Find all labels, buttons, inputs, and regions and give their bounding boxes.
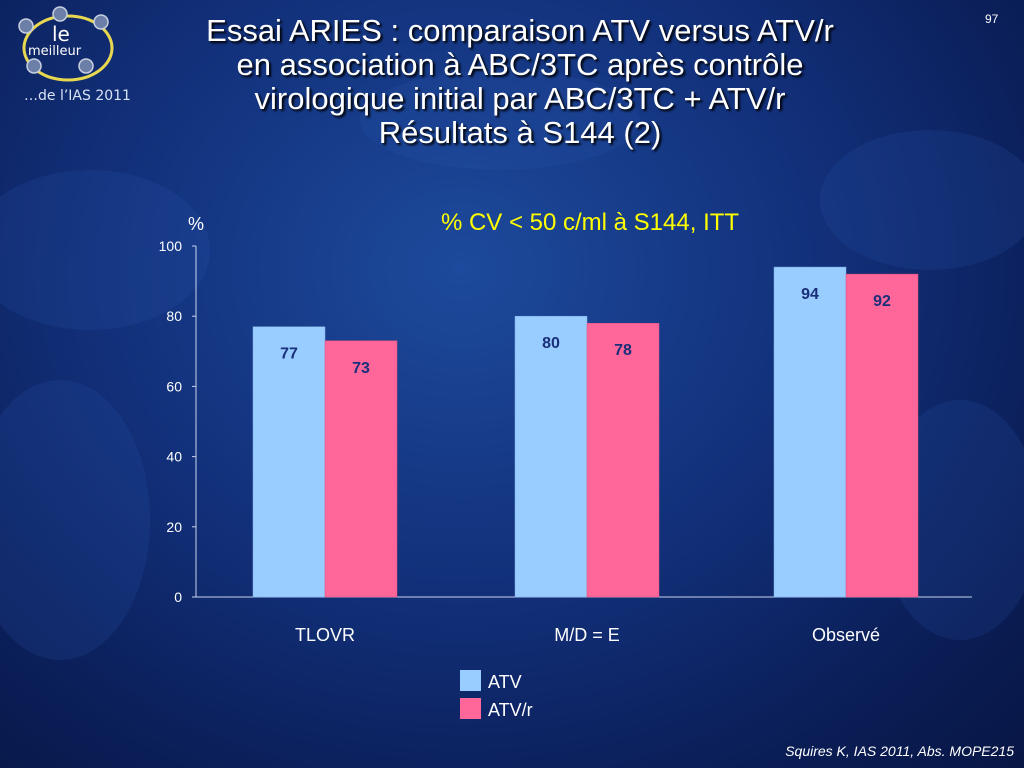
y-axis-label: %: [188, 214, 204, 234]
logo: le meilleur …de l’IAS 2011: [6, 4, 134, 104]
data-label-atvr: 78: [614, 342, 632, 359]
legend-label-atv: ATV: [488, 672, 522, 692]
data-label-atvr: 73: [352, 360, 370, 377]
slide-number: 97: [985, 12, 999, 26]
bar-atvr: [324, 340, 398, 598]
x-category-label: TLOVR: [295, 625, 355, 645]
data-label-atv: 80: [542, 335, 560, 352]
bar-atv: [514, 315, 588, 598]
legend-swatch-atv: [460, 670, 481, 691]
x-category-label: M/D = E: [554, 625, 620, 645]
bar-atv: [773, 266, 847, 598]
y-tick-label: 20: [166, 519, 182, 535]
legend-label-atvr: ATV/r: [488, 700, 533, 720]
chart-title: % CV < 50 c/ml à S144, ITT: [441, 209, 739, 236]
y-tick-label: 80: [166, 308, 182, 324]
title-line-2: en association à ABC/3TC après contrôle: [236, 47, 804, 82]
title-line-1: Essai ARIES : comparaison ATV versus ATV…: [206, 13, 834, 48]
data-label-atv: 94: [801, 286, 819, 303]
bar-atvr: [845, 273, 919, 598]
legend-swatch-atvr: [460, 698, 481, 719]
bar-atvr: [586, 322, 660, 598]
title-line-4: Résultats à S144 (2): [378, 115, 662, 150]
bar-atv: [252, 326, 326, 598]
title-line-3: virologique initial par ABC/3TC + ATV/r: [254, 81, 786, 116]
y-tick-label: 40: [166, 449, 182, 465]
y-tick-label: 100: [159, 238, 183, 254]
y-tick-label: 60: [166, 378, 182, 394]
logo-subtitle: …de l’IAS 2011: [24, 88, 131, 104]
citation: Squires K, IAS 2011, Abs. MOPE215: [785, 743, 1014, 759]
x-category-label: Observé: [812, 625, 880, 645]
data-label-atv: 77: [280, 346, 298, 363]
y-tick-label: 0: [174, 589, 182, 605]
logo-word-meilleur: meilleur: [28, 44, 82, 59]
data-label-atvr: 92: [873, 293, 891, 310]
logo-word-le: le: [52, 22, 70, 46]
slide-title: Essai ARIES : comparaison ATV versus ATV…: [150, 14, 890, 150]
logo-ring-graphic: [18, 6, 114, 82]
